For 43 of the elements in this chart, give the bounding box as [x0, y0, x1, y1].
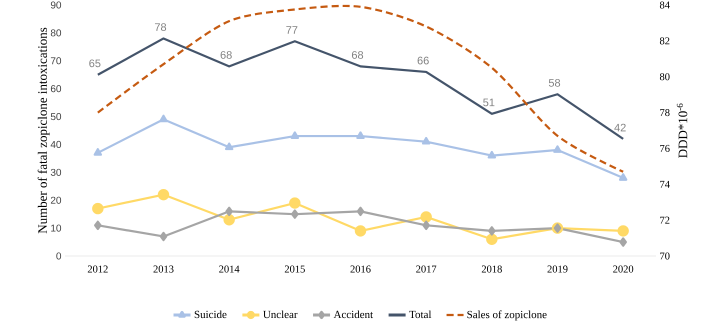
y-tick-label: 60 [50, 85, 62, 92]
y2-tick-label: 70 [660, 252, 670, 260]
x-tick-label: 2016 [350, 266, 371, 273]
x-tick-label: 2020 [613, 266, 634, 273]
data-label: 77 [286, 26, 298, 34]
y-tick-label: 90 [50, 1, 62, 9]
y2-tick-label: 72 [660, 216, 670, 224]
data-label: 51 [483, 98, 494, 106]
y2-tick-label: 78 [660, 109, 670, 116]
y2-tick-label: 76 [660, 144, 670, 152]
y2-axis-title: DDD*10$^{-6}$ [676, 103, 688, 158]
data-label: 66 [418, 56, 429, 64]
y-tick-label: 70 [50, 57, 62, 64]
y-tick-label: 0 [56, 252, 62, 260]
y-tick-label: 30 [50, 168, 62, 176]
legend-label: Sales of zopiclone [467, 310, 547, 320]
x-tick-label: 2012 [88, 266, 108, 273]
y-tick-label: 80 [50, 29, 62, 36]
data-label: 78 [154, 23, 166, 31]
data-label: 58 [548, 78, 560, 87]
data-label: 65 [89, 59, 100, 68]
y-tick-label: 10 [51, 224, 62, 232]
data-label: 68 [220, 51, 232, 59]
x-tick-label: 2013 [153, 266, 174, 273]
legend-label: Unclear [263, 310, 298, 318]
legend-label: Total [409, 310, 432, 318]
x-tick-label: 2015 [284, 266, 305, 273]
legend-label: Accident [334, 310, 374, 318]
data-label: 68 [352, 51, 364, 59]
x-tick-label: 2014 [219, 266, 240, 273]
x-tick-label: 2017 [416, 266, 436, 273]
y-tick-label: 50 [50, 113, 62, 120]
y-tick-label: 40 [50, 140, 62, 148]
y-axis-title: Number of fatal zopiclone intoxications [38, 28, 50, 234]
data-label: 42 [614, 124, 626, 132]
y2-tick-label: 80 [660, 73, 670, 80]
y2-tick-label: 82 [660, 37, 670, 44]
x-tick-label: 2018 [482, 266, 502, 273]
y2-tick-label: 84 [660, 1, 670, 9]
x-tick-label: 2019 [547, 266, 568, 273]
y2-tick-label: 74 [660, 180, 670, 188]
y-tick-label: 20 [50, 196, 62, 204]
legend-label: Suicide [194, 310, 227, 318]
